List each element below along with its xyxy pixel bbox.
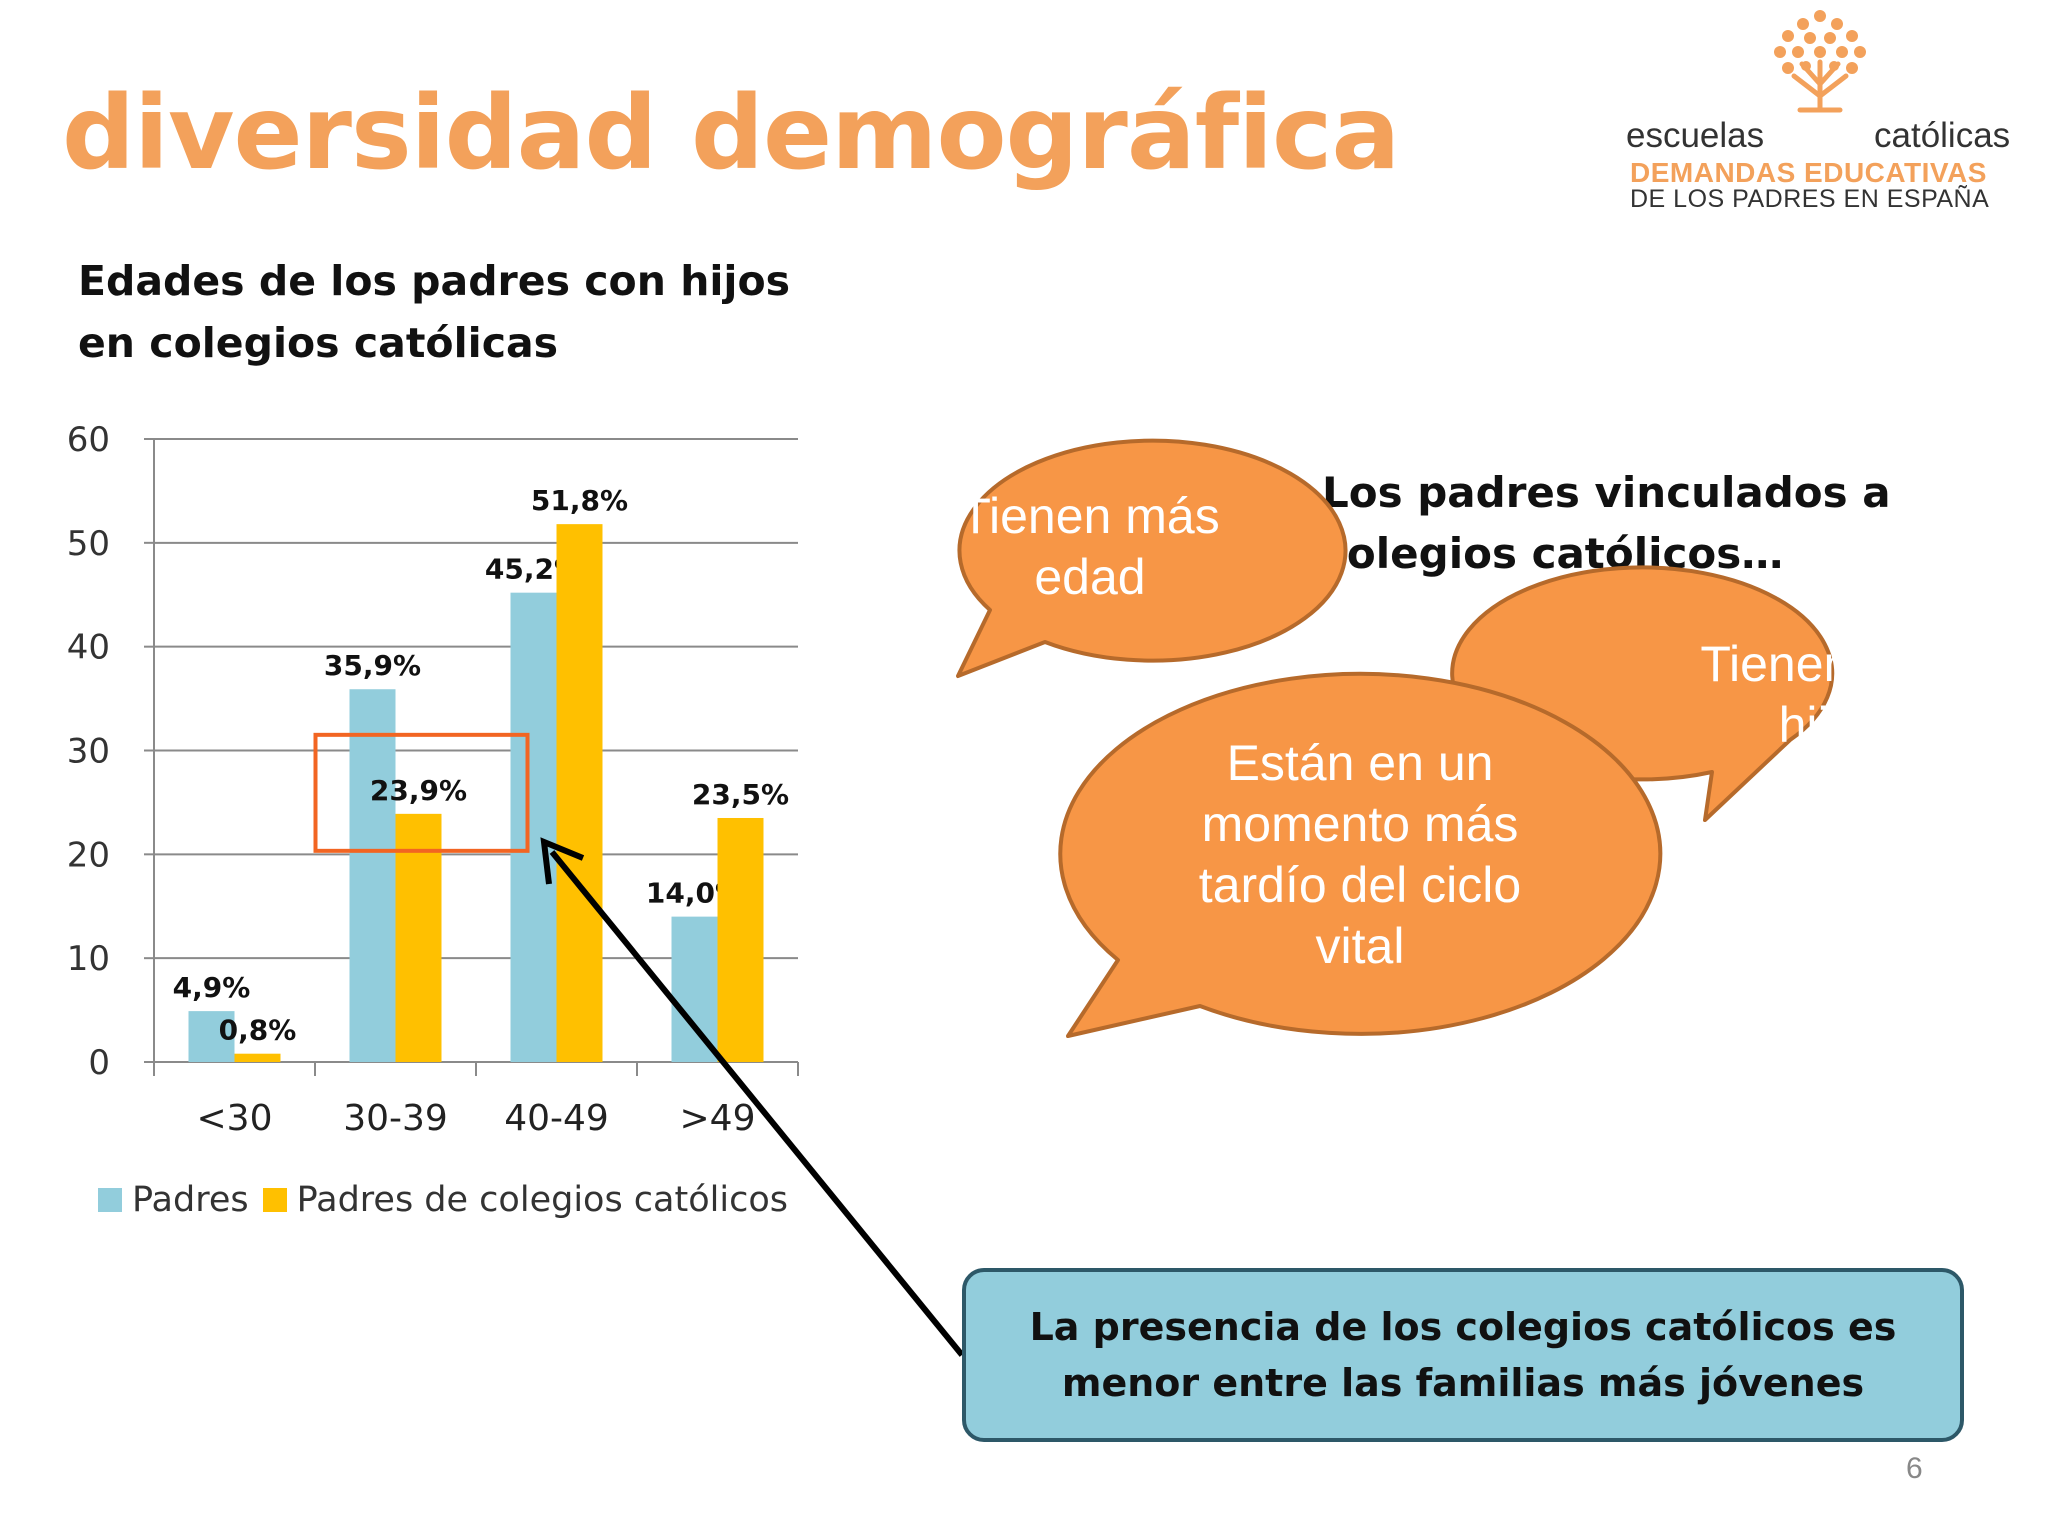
x-tick-label: <30 [197,1098,273,1139]
y-tick-label: 0 [88,1043,110,1083]
y-tick-label: 40 [67,628,110,668]
bar [349,689,396,1062]
logo-tagline-main: DEMANDAS EDUCATIVAS [1630,157,1987,188]
data-label: 4,9% [173,971,251,1004]
x-tick-label: 30-39 [343,1098,448,1139]
bar [234,1053,281,1062]
data-label: 35,9% [324,649,421,682]
tree-logo-icon [1774,10,1866,113]
legend-swatch-padres-catolicos [262,1188,287,1212]
data-label: 23,5% [692,778,789,811]
callout-box: La presencia de los colegios católicos e… [962,1268,1964,1442]
bar [395,813,442,1062]
logo-tagline-sub: DE LOS PADRES EN ESPAÑA [1630,185,1990,213]
legend-label-padres: Padres [132,1180,249,1220]
logo: escuelas católicas DEMANDAS EDUCATIVAS D… [1610,6,2030,216]
x-tick-label: 40-49 [504,1098,609,1139]
bubble-hijos: Tienen más hijos [1700,636,1960,753]
y-tick-label: 20 [67,835,110,875]
legend-label-padres-catolicos: Padres de colegios católicos [296,1180,788,1220]
x-tick-label: >49 [680,1098,756,1139]
bar [671,916,718,1062]
y-tick-label: 10 [67,939,110,979]
page-number: 6 [1906,1452,1923,1485]
bar [717,817,764,1062]
y-tick-label: 30 [67,732,110,772]
intro-text: Los padres vinculados a colegios católic… [1322,468,1891,578]
bar [510,592,557,1062]
logo-word-catolicas: católicas [1874,116,2011,155]
bar-chart: 0 10 20 30 40 50 60 <30 4,9% 0,8% 30-39 35,9% 23,9% 4… [67,420,799,1139]
legend-swatch-padres [98,1188,122,1212]
legend-item-padres: Padres [98,1180,249,1220]
legend-item-padres-catolicos: Padres de colegios católicos [262,1180,788,1220]
logo-wordmark: escuelas católicas [1626,116,2010,156]
bubble-ciclo: Están en un momento más tardío del ciclo… [1198,735,1522,974]
y-tick-label: 50 [67,524,110,564]
callout-text: La presencia de los colegios católicos e… [1029,1305,1897,1405]
highlight-box [313,732,530,853]
data-label: 0,8% [219,1014,297,1047]
slide-title: diversidad demográfica [62,74,1400,193]
bar [188,1011,235,1062]
data-label: 51,8% [531,484,628,517]
y-tick-label: 60 [67,420,110,460]
data-label: 23,9% [370,774,467,807]
chart-title: Edades de los padres con hijos en colegi… [78,257,791,367]
chart-legend: Padres Padres de colegios católicos [98,1180,802,1220]
logo-word-escuelas: escuelas [1626,116,1765,155]
bubble-edad: Tienen más edad [960,488,1220,605]
bar [556,524,603,1062]
